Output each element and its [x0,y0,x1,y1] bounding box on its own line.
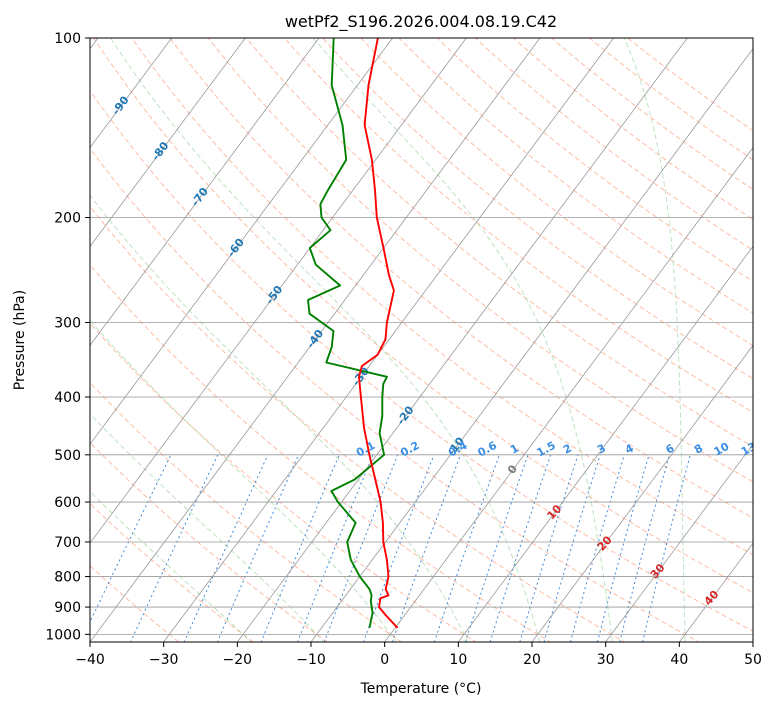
isotherm-line [457,245,753,642]
y-tick-label: 1000 [45,627,81,643]
y-axis-title: Pressure (hPa) [12,290,28,390]
dry-adiabat [512,38,753,221]
y-tick-label: 700 [54,535,81,551]
x-tick-label: −10 [296,652,326,668]
y-tick-label: 900 [54,600,81,616]
dewpoint-line [307,38,388,628]
mixing-ratio-line [619,454,671,642]
dry-adiabat [93,38,753,594]
dry-adiabat [627,38,753,132]
isotherm-line [384,146,753,642]
isotherm-line [236,38,688,642]
dry-adiabat [474,38,753,251]
x-tick-label: 10 [449,652,467,668]
isotherm-line [310,48,753,642]
mixing-ratio-line [391,454,462,642]
dry-adiabat [90,89,753,632]
x-tick-label: 50 [744,652,762,668]
dry-adiabat [588,38,753,161]
dry-adiabat [90,381,403,642]
moist-adiabat [312,38,613,642]
x-tick-label: 30 [597,652,615,668]
mixing-ratio-line [569,454,625,642]
moist-adiabat [90,194,469,642]
isotherm-line [90,38,173,149]
temperature-line [358,38,399,629]
dry-adiabat [90,263,552,642]
y-tick-label: 300 [54,316,81,332]
isotherm-line [605,443,753,642]
y-tick-label: 400 [54,390,81,406]
mixing-ratio-line [90,454,172,624]
isotherm-line [163,38,615,642]
plot-background [90,38,753,642]
mixing-ratio-line [489,454,552,642]
mixing-ratio-line [323,454,399,642]
y-tick-label: 100 [54,31,81,47]
dry-adiabat [283,38,753,413]
x-tick-label: 20 [523,652,541,668]
dry-adiabat [398,38,753,314]
x-tick-label: −30 [149,652,179,668]
mixing-ratio-label: 13 [739,440,759,459]
mixing-ratio-line [362,454,435,642]
x-tick-label: −20 [223,652,253,668]
moist-adiabat [90,490,252,642]
plot-frame [89,37,754,643]
x-axis: −40 −30 −20 −10 0 10 20 30 40 50 [75,642,762,668]
mixing-ratio-line [642,454,691,642]
grid-lines [90,38,753,642]
dry-adiabat [321,38,753,380]
dry-adiabat [360,38,753,347]
x-tick-label: 0 [380,652,389,668]
dry-adiabat [131,38,753,556]
x-tick-label: −40 [75,652,105,668]
isotherm-line [531,344,753,642]
dry-adiabat [207,38,753,483]
dry-adiabat [169,38,753,519]
moist-adiabat [90,413,325,642]
chart-title: wetPf2_S196.2026.004.08.19.C42 [285,12,557,32]
isotherm-line [90,38,246,248]
x-tick-label: 40 [670,652,688,668]
y-tick-label: 800 [54,570,81,586]
isotherm-line [90,38,467,544]
mixing-ratio-line [543,454,601,642]
y-tick-label: 500 [54,448,81,464]
dry-adiabat [90,322,477,642]
dry-adiabat [90,147,700,642]
mixing-ratio-line [433,454,500,642]
moist-adiabat [623,38,686,642]
y-axis: 1000 900 800 700 600 500 400 300 200 100 [45,31,90,643]
isotherm-line [90,38,394,445]
mixing-ratio-line [130,454,219,642]
mixing-ratio-line [519,454,579,642]
mixing-ratio-line [464,454,529,642]
dry-adiabat [90,205,626,642]
background-lines [90,38,753,642]
isotherm-line [90,38,320,347]
mixing-ratio-label: 10 [712,440,732,459]
x-axis-title: Temperature (°C) [360,681,482,697]
profile-lines [307,38,399,629]
y-tick-label: 600 [54,495,81,511]
isotherm-line [90,38,541,642]
mixing-ratio-line [183,454,269,642]
mixing-ratio-line [596,454,650,642]
y-tick-label: 200 [54,211,81,227]
moist-adiabat [109,38,541,642]
